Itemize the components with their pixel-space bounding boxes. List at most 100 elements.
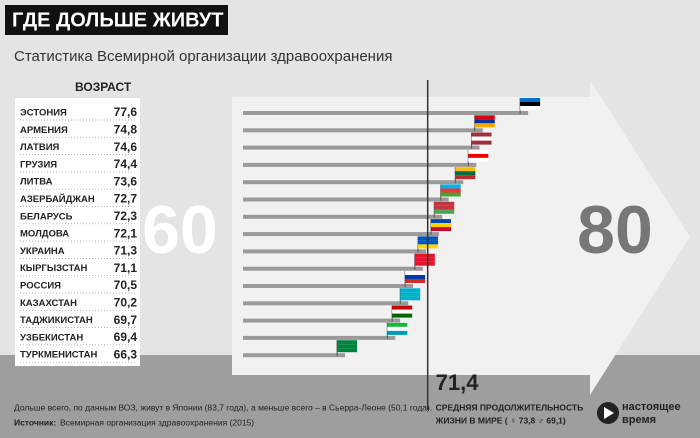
flag-stripe — [468, 153, 489, 158]
flag-stripe — [431, 219, 452, 224]
category-label: ЭСТОНИЯ — [20, 108, 67, 119]
flag-stripe — [392, 309, 413, 314]
flag-stripe — [392, 305, 413, 310]
flag-stripe — [337, 340, 358, 345]
category-label: ГРУЗИЯ — [20, 159, 57, 170]
average-label: 71,4 — [436, 370, 480, 395]
note: Дольше всего, по данным ВОЗ, живут в Япо… — [14, 402, 432, 412]
flag-stripe — [431, 227, 452, 232]
value-label: 70,2 — [114, 295, 138, 309]
bar — [243, 284, 414, 288]
flag-stripe — [474, 119, 495, 124]
category-label: РОССИЯ — [20, 281, 61, 292]
logo-play — [604, 407, 614, 419]
value-header: ВОЗРАСТ — [75, 80, 132, 94]
category-label: КЫРГЫЗСТАН — [20, 263, 88, 274]
logo-line-1: настоящее — [622, 401, 681, 413]
value-label: 73,6 — [114, 174, 138, 188]
source-text: Всемирная организация здравоохранения (2… — [60, 417, 254, 427]
value-label: 71,3 — [114, 244, 138, 258]
value-label: 74,6 — [114, 140, 138, 154]
flag-stripe — [471, 132, 492, 137]
bar — [243, 266, 423, 271]
flag-stripe — [474, 123, 495, 128]
bar — [243, 301, 409, 306]
flag-stripe — [405, 275, 426, 279]
category-label: ЛАТВИЯ — [20, 142, 60, 153]
category-label: АЗЕРБАЙДЖАН — [20, 193, 95, 205]
category-label: КАЗАХСТАН — [20, 298, 77, 309]
flag-stripe — [387, 326, 408, 331]
bar — [243, 128, 483, 133]
title-box — [5, 5, 228, 35]
category-label: ТАДЖИКИСТАН — [20, 315, 93, 326]
flag-stripe — [520, 106, 541, 110]
flag-stripe — [468, 149, 489, 154]
chart-title: ГДЕ ДОЛЬШЕ ЖИВУТ — [12, 9, 223, 31]
value-label: 74,8 — [114, 122, 138, 136]
category-label: МОЛДОВА — [20, 229, 69, 240]
category-label: АРМЕНИЯ — [20, 125, 68, 136]
value-label: 72,3 — [114, 209, 138, 223]
category-label: ЛИТВА — [20, 177, 53, 188]
flag-stripe — [431, 223, 452, 228]
bar — [243, 162, 477, 167]
bar — [243, 180, 464, 185]
category-label: УКРАИНА — [20, 246, 65, 257]
value-label: 69,4 — [114, 330, 138, 344]
category-label: БЕЛАРУСЬ — [20, 211, 73, 222]
flag-stripe — [520, 102, 541, 106]
average-caption: СРЕДНЯЯ ПРОДОЛЖИТЕЛЬНОСТЬ — [436, 402, 584, 412]
average-caption: ЖИЗНИ В МИРЕ ( ♀ 73,8 ♂ 69,1) — [435, 415, 566, 425]
value-label: 66,3 — [114, 347, 138, 361]
category-label: УЗБЕКИСТАН — [20, 332, 83, 343]
flag-stripe — [440, 184, 461, 189]
arrow — [232, 80, 690, 395]
flag-stripe — [337, 348, 358, 353]
bar — [243, 111, 529, 115]
flag-stripe — [400, 296, 421, 301]
category-label: ТУРКМЕНИСТАН — [20, 350, 97, 361]
logo-line-2: время — [622, 414, 656, 426]
flag-stripe — [455, 171, 476, 176]
flag-stripe — [414, 261, 435, 266]
bar — [243, 318, 401, 323]
flag-stripe — [434, 209, 455, 214]
flag-stripe — [414, 257, 435, 262]
x-tick-label: 60 — [142, 192, 218, 268]
value-label: 72,7 — [114, 192, 138, 206]
value-label: 72,1 — [114, 226, 138, 240]
flag-stripe — [400, 288, 421, 293]
flag-stripe — [434, 201, 455, 206]
flag-stripe — [440, 188, 461, 193]
bar — [243, 335, 396, 340]
flag-stripe — [387, 330, 408, 335]
bar — [243, 145, 480, 150]
value-label: 70,5 — [114, 278, 138, 292]
flag-stripe — [392, 313, 413, 318]
flag-stripe — [455, 175, 476, 180]
bar — [243, 214, 443, 219]
value-label: 71,1 — [114, 261, 138, 275]
flag-stripe — [471, 136, 492, 141]
bar — [243, 353, 346, 358]
flag-stripe — [520, 98, 541, 102]
flag-stripe — [405, 271, 426, 275]
flag-stripe — [387, 322, 408, 327]
flag-stripe — [440, 192, 461, 197]
flag-stripe — [468, 157, 489, 162]
source-label: Источник: — [14, 417, 56, 427]
flag-stripe — [414, 253, 435, 258]
flag-stripe — [471, 140, 492, 145]
table-panel — [15, 98, 140, 366]
flag-stripe — [455, 167, 476, 172]
subtitle: Статистика Всемирной организации здравоо… — [14, 48, 392, 65]
value-label: 74,4 — [114, 157, 138, 171]
x-tick-label: 80 — [577, 192, 653, 268]
flag-stripe — [337, 344, 358, 349]
bar — [243, 232, 440, 237]
flag-stripe — [434, 205, 455, 210]
value-label: 77,6 — [114, 105, 138, 119]
flag-stripe — [400, 292, 421, 297]
